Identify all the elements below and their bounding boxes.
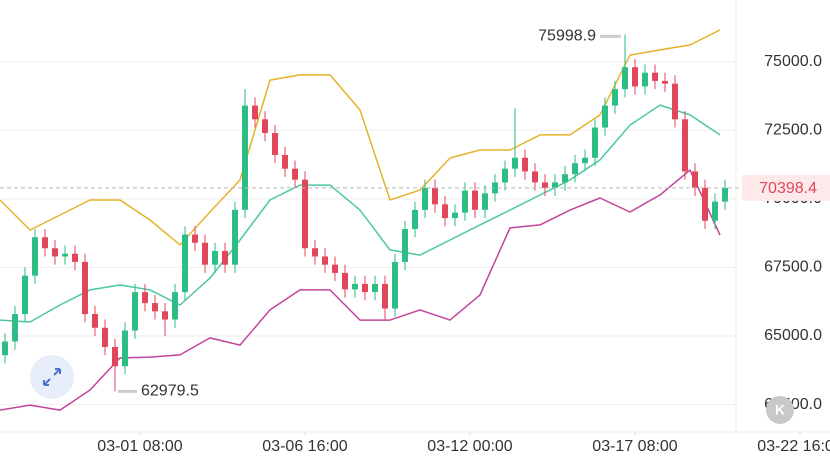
y-tick-label: 65000.0: [764, 327, 822, 344]
overlay: 70398.4 75998.9 62979.5: [0, 28, 830, 400]
y-tick-label: 75000.0: [764, 53, 822, 70]
candle-body: [72, 253, 78, 262]
max-label: 75998.9: [538, 28, 596, 45]
candle-body: [82, 261, 88, 315]
bands: [0, 29, 721, 411]
candle-body: [612, 89, 618, 106]
candle-body: [112, 346, 118, 367]
candle-body: [442, 204, 448, 219]
candle-body: [522, 157, 528, 172]
expand-icon: [43, 368, 61, 386]
candle-body: [12, 314, 18, 342]
candle-body: [262, 119, 268, 134]
y-tick-label: 67500.0: [764, 259, 822, 276]
candle-body: [632, 67, 638, 87]
candle-body: [32, 237, 38, 276]
last-price-label: 70398.4: [759, 180, 817, 197]
candle-body: [42, 237, 48, 249]
candle-body: [462, 190, 468, 213]
x-tick-label: 03-12 00:00: [427, 438, 513, 455]
candle-body: [252, 105, 258, 120]
candle-body: [92, 314, 98, 328]
band-line: [0, 169, 721, 411]
candle-body: [142, 292, 148, 304]
band-line: [0, 29, 721, 246]
candle-body: [482, 193, 488, 210]
candle-body: [292, 168, 298, 180]
candle-body: [552, 182, 558, 188]
candle-body: [702, 187, 708, 221]
candle-body: [602, 105, 608, 128]
candle-body: [662, 80, 668, 84]
candle-body: [582, 157, 588, 164]
logo: K: [766, 396, 794, 424]
logo-text: K: [775, 402, 785, 418]
candle-body: [572, 163, 578, 175]
candle-body: [172, 292, 178, 320]
candles: [2, 34, 728, 392]
candle-body: [592, 127, 598, 158]
candle-body: [272, 133, 278, 155]
candle-body: [512, 157, 518, 169]
candle-body: [322, 256, 328, 265]
candle-body: [692, 171, 698, 188]
candle-body: [182, 234, 188, 293]
candle-body: [192, 234, 198, 243]
x-tick-label: 03-17 08:00: [592, 438, 678, 455]
x-tick-label: 03-06 16:00: [262, 438, 348, 455]
candle-body: [232, 209, 238, 265]
candle-body: [472, 190, 478, 210]
candle-body: [382, 283, 388, 309]
candle-body: [122, 330, 128, 367]
last-price-tag: [742, 174, 830, 201]
candle-body: [452, 212, 458, 219]
candle-body: [502, 168, 508, 183]
candle-body: [202, 242, 208, 265]
candle-body: [672, 83, 678, 120]
candle-body: [412, 209, 418, 230]
candle-body: [282, 154, 288, 169]
candle-body: [302, 179, 308, 249]
candle-body: [642, 72, 648, 87]
candle-body: [372, 283, 378, 293]
candle-body: [562, 174, 568, 183]
candle-body: [2, 341, 8, 356]
expand-button[interactable]: [30, 355, 74, 399]
candle-body: [102, 327, 108, 347]
candle-body: [62, 253, 68, 257]
candle-body: [52, 248, 58, 257]
candle-body: [542, 182, 548, 188]
candle-body: [312, 248, 318, 257]
x-tick-label: 03-01 08:00: [97, 438, 183, 455]
candle-body: [222, 250, 228, 265]
candle-body: [432, 187, 438, 205]
candle-body: [212, 250, 218, 265]
candle-body: [392, 261, 398, 309]
x-tick-label: 03-22 16:00: [757, 438, 830, 455]
candle-body: [682, 119, 688, 172]
candle-body: [622, 67, 628, 90]
candle-body: [362, 283, 368, 293]
candle-body: [332, 264, 338, 273]
expand-button-bg[interactable]: [30, 355, 74, 399]
y-tick-label: 72500.0: [764, 122, 822, 139]
candle-body: [492, 182, 498, 194]
min-label: 62979.5: [141, 383, 199, 400]
candle-body: [152, 303, 158, 312]
candle-body: [342, 272, 348, 290]
candle-body: [532, 171, 538, 183]
candle-body: [242, 105, 248, 210]
candle-body: [22, 275, 28, 315]
band-line: [0, 104, 721, 323]
candle-body: [352, 283, 358, 290]
candle-body: [422, 187, 428, 210]
candle-body: [722, 187, 728, 202]
candle-body: [132, 292, 138, 331]
candle-body: [402, 229, 408, 262]
candle-body: [162, 311, 168, 320]
candle-body: [652, 72, 658, 81]
logo-bg: [766, 396, 794, 424]
candle-body: [712, 201, 718, 221]
